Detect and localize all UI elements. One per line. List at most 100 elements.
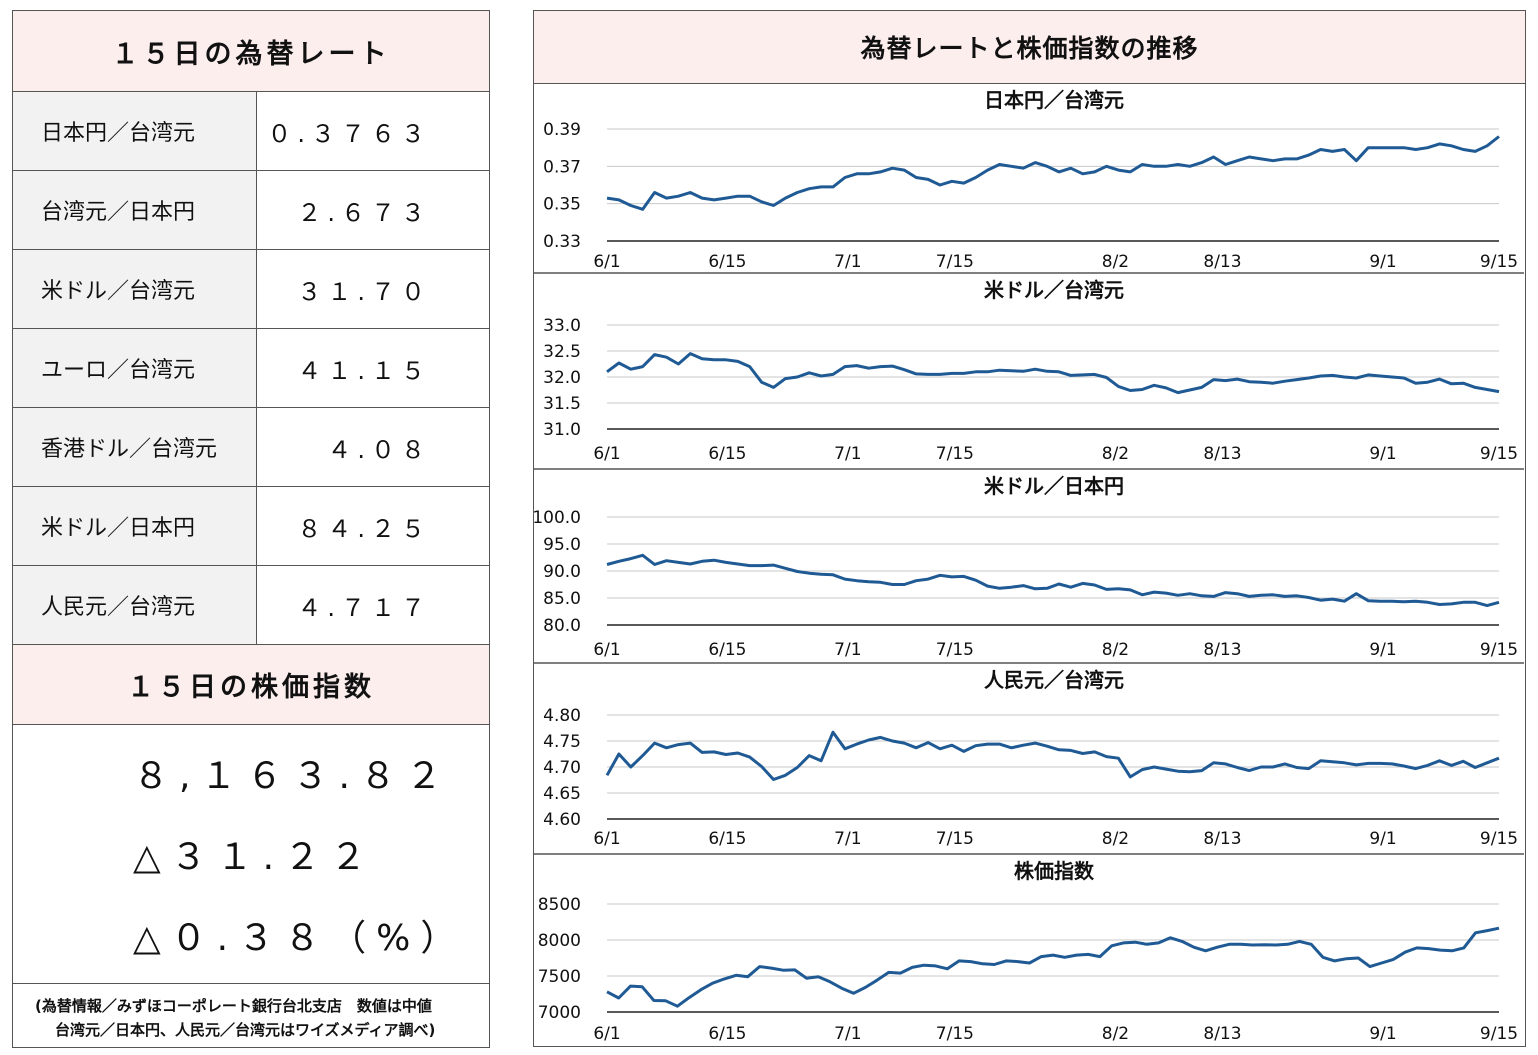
- rate-row: ユーロ／台湾元 ４１.１５: [13, 329, 489, 408]
- rate-row: 香港ドル／台湾元 ４.０８: [13, 408, 489, 487]
- charts-panel: 為替レートと株価指数の推移 日本円／台湾元 0.39 0.37 0.35 0.33 6/1…: [533, 10, 1526, 1047]
- x-tick-label: 7/15: [936, 829, 974, 849]
- chart-4: 株価指数 8500 8000 7500 7000 6/1 6/15 7/1 7/15 8/2 8/1…: [534, 853, 1524, 1044]
- rate-row: 日本円／台湾元 ０.３７６３: [13, 92, 489, 171]
- rate-value: ８４.２５: [297, 514, 431, 543]
- x-tick-label: 9/15: [1480, 444, 1518, 464]
- chart-title: 株価指数: [1014, 859, 1095, 883]
- source-line-1: (為替情報／みずほコーポレート銀行台北支店 数値は中値: [35, 997, 432, 1015]
- chart-title: 人民元／台湾元: [984, 668, 1124, 692]
- rate-value: ０.３７６３: [267, 119, 431, 148]
- y-tick-label: 0.35: [543, 195, 581, 215]
- x-tick-label: 9/15: [1480, 829, 1518, 849]
- charts-title: 為替レートと株価指数の推移: [534, 11, 1525, 84]
- rate-name: 人民元／台湾元: [13, 566, 257, 644]
- x-tick-label: 6/15: [708, 1024, 746, 1044]
- charts-area: 日本円／台湾元 0.39 0.37 0.35 0.33 6/1 6/15 7/1 7/15 8/2…: [534, 83, 1524, 1045]
- x-tick-label: 6/15: [708, 444, 746, 464]
- x-tick-label: 7/15: [936, 252, 974, 272]
- y-tick-label: 80.0: [543, 616, 581, 636]
- charts-svg: 日本円／台湾元 0.39 0.37 0.35 0.33 6/1 6/15 7/1 7/15 8/2…: [534, 88, 1524, 1044]
- x-tick-label: 7/1: [834, 640, 861, 660]
- series-line: [606, 135, 1500, 211]
- source-line-2: 台湾元／日本円、人民元／台湾元はワイズメディア調べ): [55, 1021, 436, 1039]
- x-tick-label: 8/2: [1102, 640, 1129, 660]
- rate-name: 香港ドル／台湾元: [13, 408, 257, 486]
- rate-value: ４１.１５: [297, 356, 431, 385]
- rate-value: ３１.７０: [297, 277, 431, 306]
- x-tick-label: 8/2: [1102, 444, 1129, 464]
- x-tick-label: 8/13: [1203, 640, 1241, 660]
- y-tick-label: 0.37: [543, 157, 581, 177]
- y-tick-label: 4.80: [543, 706, 581, 726]
- rates-panel: １５日の為替レート 日本円／台湾元 ０.３７６３ 台湾元／日本円 ２.６７３ 米ドル／台…: [12, 10, 490, 1048]
- rate-row: 台湾元／日本円 ２.６７３: [13, 171, 489, 250]
- x-tick-label: 6/15: [708, 252, 746, 272]
- x-tick-label: 9/15: [1480, 252, 1518, 272]
- chart-1: 米ドル／台湾元 33.0 32.5 32.0 31.5 31.0 6/1 6/15 7/1 7/1…: [534, 272, 1524, 464]
- x-tick-label: 8/2: [1102, 829, 1129, 849]
- rates-title: １５日の為替レート: [13, 11, 489, 92]
- rate-row: 人民元／台湾元 ４.７１７: [13, 566, 489, 645]
- index-change-pct: △０.３８（%）: [133, 918, 467, 959]
- x-tick-label: 9/1: [1369, 1024, 1396, 1044]
- source-note: (為替情報／みずほコーポレート銀行台北支店 数値は中値 台湾元／日本円、人民元／…: [13, 984, 489, 1042]
- x-tick-label: 8/2: [1102, 252, 1129, 272]
- x-tick-label: 9/1: [1369, 444, 1396, 464]
- y-tick-label: 32.0: [543, 368, 581, 388]
- chart-2: 米ドル／日本円 100.0 95.0 90.0 85.0 80.0 6/1 6/15 7/1 7/…: [534, 468, 1524, 660]
- rate-value: ４.７１７: [297, 593, 431, 622]
- index-value: ８,１６３.８２: [133, 756, 452, 797]
- x-tick-label: 7/15: [936, 640, 974, 660]
- y-tick-label: 31.0: [543, 420, 581, 440]
- x-tick-label: 6/15: [708, 640, 746, 660]
- index-title: １５日の株価指数: [13, 645, 489, 725]
- rate-row: 米ドル／日本円 ８４.２５: [13, 487, 489, 566]
- series-line: [606, 352, 1500, 395]
- y-tick-label: 4.60: [543, 810, 581, 830]
- rate-name: ユーロ／台湾元: [13, 329, 257, 407]
- y-tick-label: 90.0: [543, 562, 581, 582]
- x-tick-label: 9/1: [1369, 829, 1396, 849]
- rate-name: 米ドル／台湾元: [13, 250, 257, 328]
- x-tick-label: 6/15: [708, 829, 746, 849]
- x-tick-label: 9/1: [1369, 640, 1396, 660]
- x-tick-label: 8/13: [1203, 444, 1241, 464]
- x-tick-label: 7/1: [834, 829, 861, 849]
- rate-name: 台湾元／日本円: [13, 171, 257, 249]
- x-tick-label: 6/1: [593, 640, 620, 660]
- rate-value: ２.６７３: [297, 198, 431, 227]
- x-tick-label: 8/13: [1203, 829, 1241, 849]
- y-tick-label: 4.65: [543, 784, 581, 804]
- index-box: ８,１６３.８２ △３１.２２ △０.３８（%）: [13, 725, 489, 984]
- chart-title: 米ドル／日本円: [984, 474, 1124, 498]
- chart-0: 日本円／台湾元 0.39 0.37 0.35 0.33 6/1 6/15 7/1 7/15 8/2…: [543, 88, 1518, 272]
- chart-title: 日本円／台湾元: [984, 88, 1124, 112]
- chart-title: 米ドル／台湾元: [984, 278, 1124, 302]
- x-tick-label: 8/2: [1102, 1024, 1129, 1044]
- x-tick-label: 7/1: [834, 444, 861, 464]
- x-tick-label: 7/15: [936, 444, 974, 464]
- x-tick-label: 8/13: [1203, 1024, 1241, 1044]
- y-tick-label: 7500: [538, 967, 581, 987]
- rates-table: 日本円／台湾元 ０.３７６３ 台湾元／日本円 ２.６７３ 米ドル／台湾元 ３１.７０ ユーロ…: [13, 92, 489, 645]
- y-tick-label: 85.0: [543, 589, 581, 609]
- y-tick-label: 31.5: [543, 394, 581, 414]
- series-line: [606, 926, 1500, 1008]
- rate-row: 米ドル／台湾元 ３１.７０: [13, 250, 489, 329]
- y-tick-label: 0.39: [543, 120, 581, 140]
- chart-3: 人民元／台湾元 4.80 4.75 4.70 4.65 4.60 6/1 6/15 7/1 7/1…: [534, 662, 1524, 849]
- y-tick-label: 32.5: [543, 342, 581, 362]
- x-tick-label: 6/1: [593, 829, 620, 849]
- x-tick-label: 7/1: [834, 1024, 861, 1044]
- y-tick-label: 4.75: [543, 732, 581, 752]
- x-tick-label: 6/1: [593, 252, 620, 272]
- y-tick-label: 8000: [538, 931, 581, 951]
- series-line: [605, 730, 1500, 781]
- y-tick-label: 8500: [538, 895, 581, 915]
- y-tick-label: 0.33: [543, 232, 581, 252]
- y-tick-label: 100.0: [534, 508, 581, 528]
- y-tick-label: 95.0: [543, 535, 581, 555]
- x-tick-label: 9/1: [1369, 252, 1396, 272]
- x-tick-label: 7/1: [834, 252, 861, 272]
